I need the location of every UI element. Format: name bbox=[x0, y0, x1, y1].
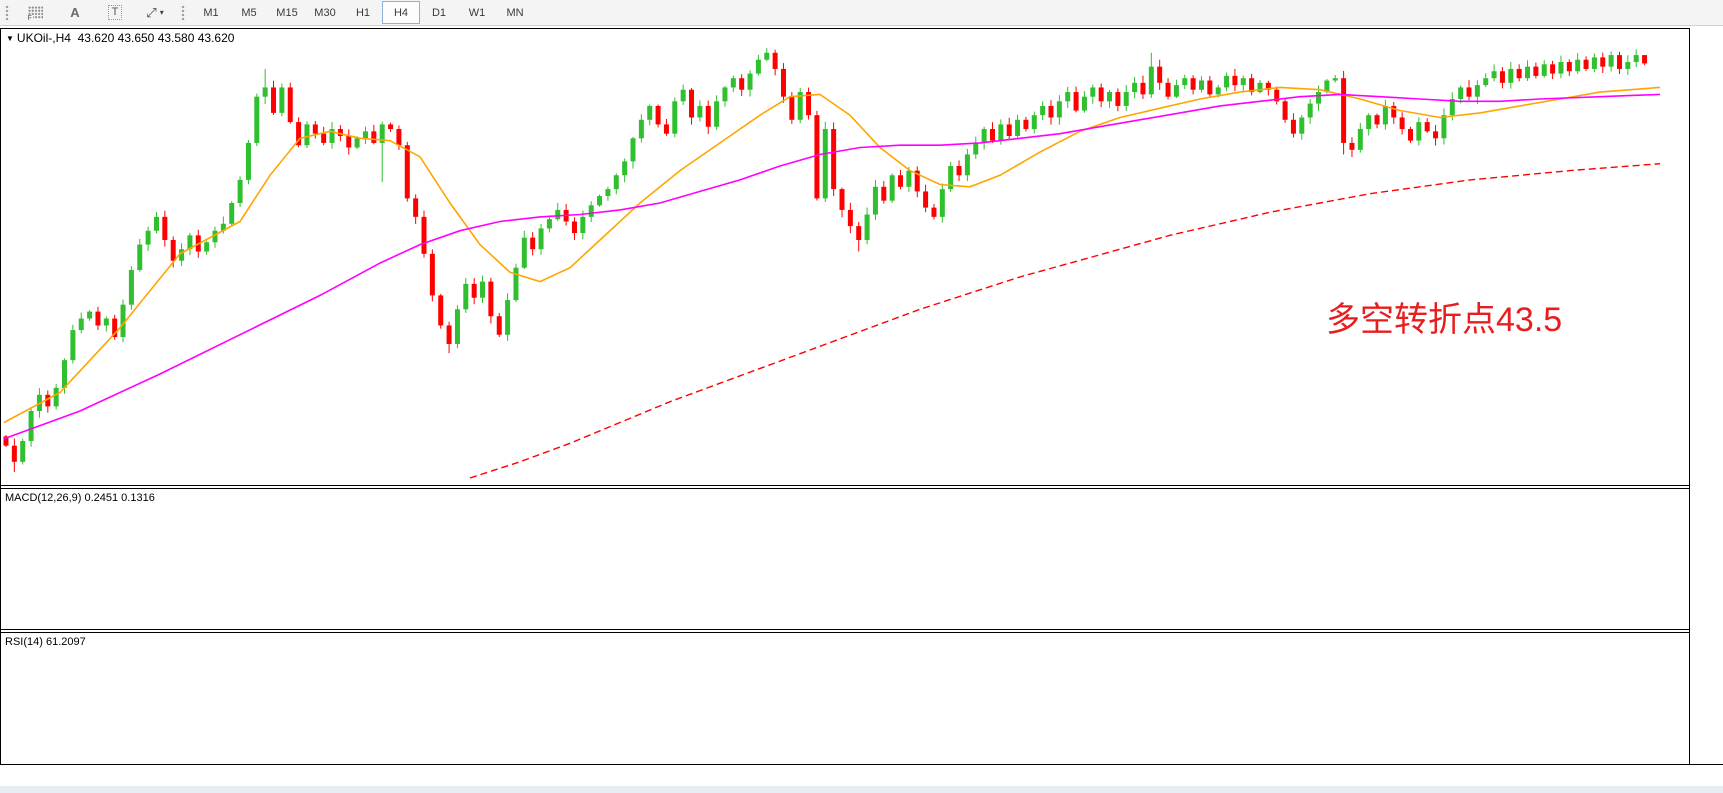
ma-slow-line bbox=[469, 163, 1661, 479]
quote-open: 43.620 bbox=[77, 31, 115, 45]
price-axis-line bbox=[1689, 28, 1690, 765]
chart-left-border bbox=[0, 28, 1, 765]
arrows-icon: ⤢ bbox=[146, 4, 157, 20]
ma-mid-line bbox=[3, 93, 1661, 440]
rsi-canvas[interactable] bbox=[0, 633, 1689, 764]
timeframe-button-d1[interactable]: D1 bbox=[431, 6, 447, 19]
timeframe-button-m5[interactable]: M5 bbox=[241, 6, 257, 19]
timeframe-button-mn[interactable]: MN bbox=[506, 6, 524, 19]
main-chart-canvas[interactable] bbox=[0, 29, 1689, 485]
quote-low: 43.580 bbox=[157, 31, 195, 45]
timeframe-button-w1[interactable]: W1 bbox=[468, 6, 486, 19]
letter-a-icon: A bbox=[70, 5, 80, 20]
quote-close: 43.620 bbox=[197, 31, 235, 45]
ma-fast-line bbox=[3, 86, 1661, 424]
rsi-label: RSI(14) 61.2097 bbox=[5, 636, 86, 648]
pane-separator-1b[interactable] bbox=[0, 488, 1690, 489]
text-tool-button[interactable]: T bbox=[96, 1, 134, 24]
timeframe-button-h4[interactable]: H4 bbox=[382, 1, 420, 24]
timeframe-toolbar: M1 M5 M15 M30 H1 H4 D1 W1 MN bbox=[192, 1, 534, 24]
pane-separator-2b[interactable] bbox=[0, 632, 1690, 633]
toolbar: F A T ⤢ ▾ M1 M5 M15 M30 H1 H4 D1 W1 MN bbox=[0, 0, 1723, 26]
symbol-dropdown-icon[interactable]: ▼ bbox=[6, 34, 14, 43]
pane-separator-2a[interactable] bbox=[0, 629, 1690, 630]
grid-f-icon: F bbox=[27, 6, 43, 22]
pane-separator-1a[interactable] bbox=[0, 485, 1690, 486]
time-axis-border bbox=[0, 764, 1723, 765]
chart-title[interactable]: ▼ UKOil-,H4 43.620 43.650 43.580 43.620 bbox=[6, 31, 234, 45]
timeframe-button-h1[interactable]: H1 bbox=[355, 6, 371, 19]
chart-top-border bbox=[0, 28, 1690, 29]
macd-label: MACD(12,26,9) 0.2451 0.1316 bbox=[5, 492, 155, 504]
timeframe-button-m15[interactable]: M15 bbox=[276, 6, 298, 19]
text-label-button[interactable]: A bbox=[56, 1, 94, 24]
macd-canvas[interactable] bbox=[0, 489, 1689, 629]
timeframe-button-m1[interactable]: M1 bbox=[203, 6, 219, 19]
quote-high: 43.650 bbox=[117, 31, 155, 45]
arrows-tool-button[interactable]: ⤢ ▾ bbox=[136, 1, 174, 24]
candles-layer bbox=[3, 48, 1648, 472]
chart-annotation-text[interactable]: 多空转折点43.5 bbox=[1326, 301, 1563, 339]
toolbar-grip-2[interactable] bbox=[180, 4, 186, 21]
template-grid-button[interactable]: F bbox=[16, 1, 54, 24]
timeframe-button-m30[interactable]: M30 bbox=[314, 6, 336, 19]
footer-strip bbox=[0, 786, 1723, 793]
time-axis bbox=[0, 765, 1723, 785]
symbol-label: UKOil-,H4 bbox=[16, 31, 71, 45]
toolbar-grip[interactable] bbox=[4, 4, 10, 21]
letter-t-icon: T bbox=[107, 5, 123, 20]
chevron-down-icon: ▾ bbox=[159, 8, 164, 17]
